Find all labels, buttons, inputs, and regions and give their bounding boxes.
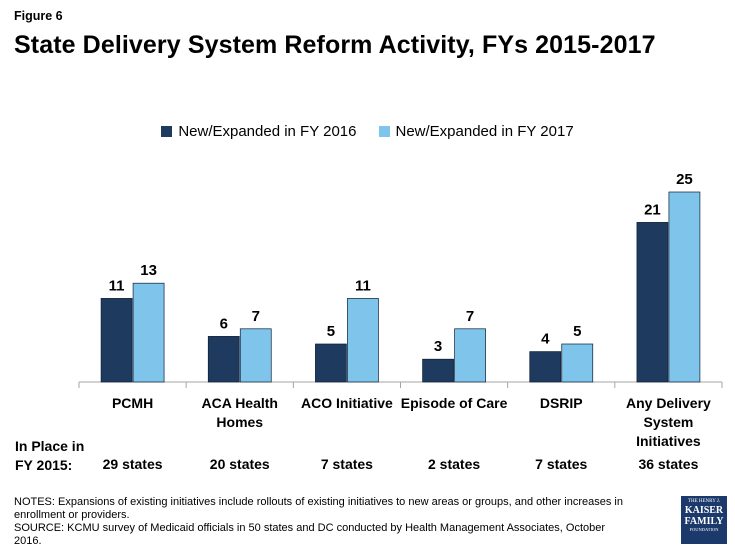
notes-line-1: NOTES: Expansions of existing initiative… bbox=[14, 496, 623, 508]
bar-fy2016 bbox=[207, 336, 240, 383]
bar-fy2017 bbox=[561, 343, 594, 383]
logo-line-4: FOUNDATION bbox=[689, 527, 719, 532]
logo-line-1: THE HENRY J. bbox=[687, 499, 721, 504]
bar-fy2017 bbox=[239, 328, 272, 383]
legend-item-2017: New/Expanded in FY 2017 bbox=[378, 123, 574, 140]
data-label-fy2016: 21 bbox=[644, 201, 661, 218]
category-label: DSRIP bbox=[501, 394, 621, 413]
data-label-fy2017: 25 bbox=[676, 171, 693, 188]
bar-fy2017 bbox=[668, 191, 701, 383]
legend-label-2017: New/Expanded in FY 2017 bbox=[395, 123, 574, 140]
logo-line-3: FAMILY bbox=[684, 516, 724, 527]
data-label-fy2017: 7 bbox=[252, 308, 260, 325]
data-label-fy2016: 11 bbox=[109, 277, 125, 294]
legend-label-2016: New/Expanded in FY 2016 bbox=[178, 123, 357, 140]
data-label-fy2016: 4 bbox=[541, 331, 550, 348]
in-place-value: 20 states bbox=[209, 456, 270, 472]
category-label: ACA Health Homes bbox=[180, 394, 300, 432]
in-place-value: 2 states bbox=[428, 456, 481, 472]
bar-fy2016 bbox=[100, 298, 133, 383]
data-label-fy2016: 3 bbox=[434, 338, 442, 355]
bar-fy2016 bbox=[422, 358, 454, 383]
bar-fy2017 bbox=[132, 282, 165, 383]
data-label-fy2016: 6 bbox=[220, 315, 228, 332]
category-label-line: Initiatives bbox=[636, 433, 701, 449]
in-place-label-line2: FY 2015: bbox=[15, 457, 73, 473]
legend-item-2016: New/Expanded in FY 2016 bbox=[161, 123, 357, 140]
data-label-fy2017: 7 bbox=[466, 308, 474, 325]
category-label-line: DSRIP bbox=[539, 395, 583, 411]
category-label: ACO Initiative bbox=[287, 394, 407, 413]
category-label-line: System bbox=[643, 414, 694, 430]
in-place-label: In Place in FY 2015: bbox=[15, 437, 84, 475]
bar-fy2016 bbox=[529, 351, 562, 383]
category-label-line: ACO Initiative bbox=[301, 395, 393, 411]
category-label: Episode of Care bbox=[394, 394, 514, 413]
category-label-line: Homes bbox=[216, 414, 264, 430]
bar-fy2016 bbox=[315, 343, 347, 383]
legend: New/Expanded in FY 2016 New/Expanded in … bbox=[0, 123, 735, 140]
category-label-line: ACA Health bbox=[201, 395, 279, 411]
data-label-fy2017: 5 bbox=[573, 323, 581, 340]
category-label-line: Episode of Care bbox=[400, 395, 508, 411]
in-place-value: 36 states bbox=[638, 456, 699, 472]
legend-swatch-2016 bbox=[161, 126, 173, 137]
in-place-value: 7 states bbox=[320, 456, 373, 472]
data-label-fy2016: 5 bbox=[327, 323, 335, 340]
legend-swatch-2017 bbox=[378, 126, 390, 137]
category-label: Any Delivery System Initiatives bbox=[608, 394, 728, 451]
figure-label: Figure 6 bbox=[14, 9, 63, 23]
bar-fy2017 bbox=[454, 328, 486, 383]
chart-title: State Delivery System Reform Activity, F… bbox=[14, 31, 656, 59]
in-place-value: 29 states bbox=[102, 456, 163, 472]
notes-line-2: enrollment or providers. bbox=[14, 509, 130, 521]
data-label-fy2017: 13 bbox=[140, 262, 157, 279]
data-label-fy2017: 11 bbox=[355, 277, 371, 294]
bar-fy2017 bbox=[347, 298, 379, 383]
logo-line-2: KAISER bbox=[684, 505, 724, 516]
notes: NOTES: Expansions of existing initiative… bbox=[14, 496, 634, 548]
category-label-line: PCMH bbox=[111, 395, 154, 411]
bar-fy2016 bbox=[636, 222, 669, 383]
kff-logo: THE HENRY J. KAISER FAMILY FOUNDATION bbox=[681, 496, 727, 544]
in-place-label-line1: In Place in bbox=[15, 438, 85, 454]
in-place-value: 7 states bbox=[535, 456, 588, 472]
category-label-line: Any Delivery bbox=[625, 395, 711, 411]
category-label: PCMH bbox=[73, 394, 193, 413]
notes-source-line: SOURCE: KCMU survey of Medicaid official… bbox=[14, 522, 606, 547]
